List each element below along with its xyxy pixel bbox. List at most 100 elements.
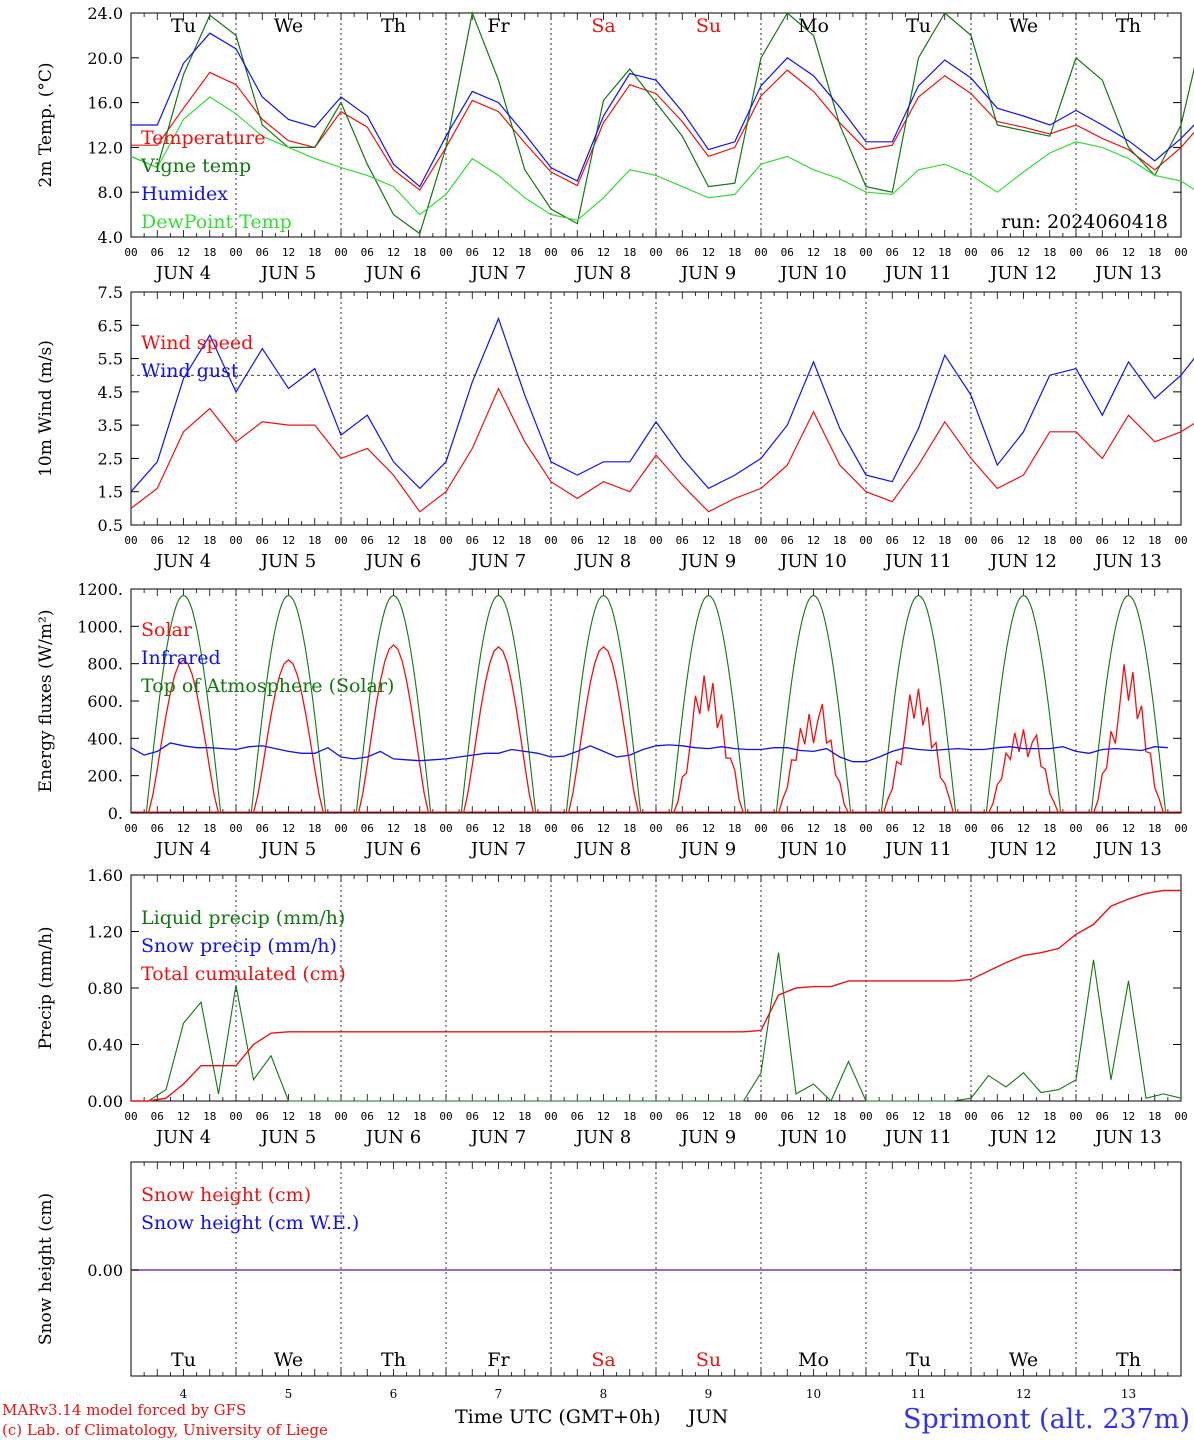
series-solar [567,646,640,814]
hour-tick-label: 12 [492,1110,505,1123]
date-label: JUN 7 [469,1127,526,1148]
hour-tick-label: 18 [833,822,846,835]
hour-tick-label: 00 [229,246,242,259]
series-total-cumulated [131,889,1181,1102]
series-top-of-atmosphere [460,594,537,814]
series-liquid-precip [131,952,1182,1102]
hour-tick-label: 06 [781,534,794,547]
hour-tick-label: 12 [1017,1110,1030,1123]
series-top-of-atmosphere [880,594,957,814]
hour-tick-label: 18 [413,822,426,835]
y-tick-label: 4.0 [98,228,123,247]
hour-tick-label: 18 [203,822,216,835]
hour-tick-label: 06 [991,246,1004,259]
hour-tick-label: 00 [1069,246,1082,259]
y-tick-label: 1200. [77,580,123,599]
hour-tick-label: 00 [544,822,557,835]
hour-tick-label: 12 [1122,1110,1135,1123]
series-wind-speed [130,387,1194,513]
y-tick-label: 0.00 [87,1261,123,1280]
series-solar [882,688,955,814]
hour-tick-label: 18 [938,246,951,259]
hour-tick-label: 12 [702,534,715,547]
y-tick-label: 5.5 [98,350,123,369]
y-tick-label: 1000. [77,617,123,636]
hour-tick-label: 18 [203,246,216,259]
hour-tick-label: 00 [439,246,452,259]
hour-tick-label: 00 [229,1110,242,1123]
hour-tick-label: 00 [1069,534,1082,547]
y-tick-label: 16.0 [87,94,123,113]
hour-tick-label: 18 [1148,822,1161,835]
hour-tick-label: 12 [912,534,925,547]
series-top-of-atmosphere [145,594,222,814]
hour-tick-label: 06 [361,534,374,547]
hour-tick-label: 06 [256,822,269,835]
date-label: JUN 13 [1093,551,1162,572]
date-label: JUN 7 [469,839,526,860]
day-name-label: Fr [487,15,510,37]
hour-tick-label: 12 [387,246,400,259]
date-label: JUN 10 [778,839,847,860]
legend-humidex: Humidex [141,183,228,205]
date-label: JUN 9 [679,1127,736,1148]
hour-tick-label: 00 [754,534,767,547]
hour-tick-label: 18 [938,822,951,835]
series-solar [987,729,1060,814]
hour-tick-label: 18 [728,822,741,835]
day-name-label: Tu [906,15,931,37]
date-label: JUN 12 [988,263,1057,284]
date-label: JUN 13 [1093,839,1162,860]
hour-tick-label: 06 [1096,534,1109,547]
hour-tick-label: 12 [807,822,820,835]
series-top-of-atmosphere [355,594,432,814]
y-tick-label: 0.5 [98,516,123,535]
x-axis-title: Time UTC (GMT+0h) [455,1406,661,1428]
hour-tick-label: 06 [886,822,899,835]
hour-tick-label: 18 [308,822,321,835]
run-label: run: 2024060418 [1001,211,1168,233]
hour-tick-label: 18 [728,1110,741,1123]
date-number-label: 4 [180,1387,188,1401]
hour-tick-label: 06 [466,822,479,835]
hour-tick-label: 06 [1096,822,1109,835]
series-top-of-atmosphere [1090,594,1167,814]
day-name-label: Th [1116,15,1141,37]
temperature-panel [130,12,1182,238]
date-label: JUN 8 [574,551,631,572]
hour-tick-label: 00 [754,1110,767,1123]
y-tick-label: 7.5 [98,283,123,302]
energy-panel [130,588,1182,814]
model-credit: MARv3.14 model forced by GFS [2,1401,246,1419]
date-label: JUN 6 [364,1127,421,1148]
date-label: JUN 9 [679,839,736,860]
hour-tick-label: 12 [492,534,505,547]
hour-tick-label: 00 [1174,1110,1187,1123]
hour-tick-label: 18 [1148,246,1161,259]
hour-tick-label: 18 [1043,1110,1056,1123]
date-number-label: 13 [1121,1387,1136,1401]
hour-tick-label: 12 [807,1110,820,1123]
hour-tick-label: 00 [229,534,242,547]
y-tick-label: 2.5 [98,449,123,468]
date-label: JUN 7 [469,263,526,284]
date-label: JUN 11 [883,839,952,860]
date-label: JUN 12 [988,839,1057,860]
hour-tick-label: 12 [597,246,610,259]
hour-tick-label: 06 [886,1110,899,1123]
hour-tick-label: 00 [124,1110,137,1123]
series-solar [252,659,325,814]
date-number-label: 10 [806,1387,821,1401]
date-label: JUN 10 [778,263,847,284]
hour-tick-label: 06 [991,534,1004,547]
hour-tick-label: 00 [649,246,662,259]
hour-tick-label: 00 [1069,822,1082,835]
hour-tick-label: 06 [886,246,899,259]
hour-tick-label: 06 [466,1110,479,1123]
date-number-label: 5 [285,1387,293,1401]
day-name-label: Sa [591,15,615,37]
hour-tick-label: 18 [308,534,321,547]
y-tick-label: 200. [87,767,123,786]
date-label: JUN 4 [154,263,211,284]
site-title: Sprimont (alt. 237m) [903,1404,1190,1435]
